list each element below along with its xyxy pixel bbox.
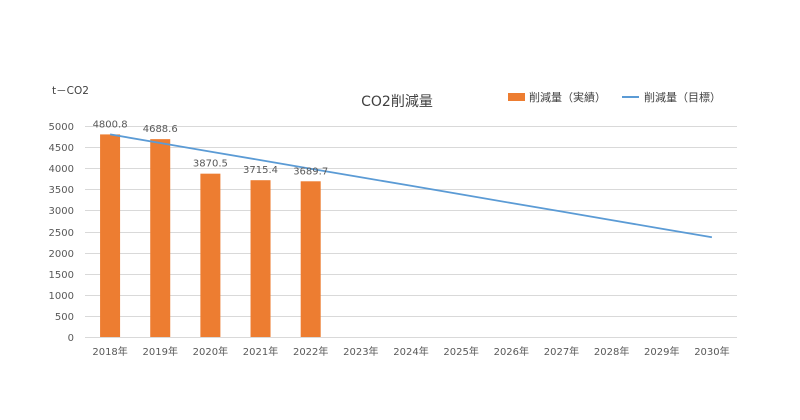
- data-label: 4800.8: [93, 119, 128, 130]
- bar-actual: [100, 134, 121, 337]
- y-tick-label: 3500: [49, 185, 74, 196]
- y-tick-label: 0: [68, 333, 74, 344]
- x-tick-label: 2023年: [343, 345, 378, 358]
- y-tick-label: 500: [55, 312, 74, 323]
- line-target: [109, 133, 713, 239]
- x-tick-label: 2022年: [293, 345, 328, 358]
- data-label: 4688.6: [143, 124, 178, 135]
- y-axis-unit: t－CO2: [52, 85, 89, 97]
- y-axis-ticks: 0 500 1000 1500 2000 2500 3000 3500 4000 4500 5000: [49, 122, 74, 344]
- data-labels: 4800.8 4688.6 3870.5 3715.4 3689.7: [93, 119, 329, 177]
- bar-actual: [200, 173, 221, 337]
- x-tick-label: 2021年: [243, 345, 278, 358]
- y-tick-label: 3000: [49, 206, 74, 217]
- x-tick-label: 2024年: [393, 345, 428, 358]
- x-tick-label: 2026年: [494, 345, 529, 358]
- legend-label-target: 削減量（目標）: [644, 90, 721, 104]
- gridlines: [85, 126, 737, 338]
- line-series-target: [109, 133, 713, 239]
- bar-series-actual: [100, 134, 321, 337]
- data-label: 3689.7: [293, 166, 328, 177]
- x-tick-label: 2025年: [443, 345, 478, 358]
- x-tick-label: 2020年: [193, 345, 228, 358]
- bar-actual: [150, 139, 171, 337]
- y-tick-label: 2000: [49, 249, 74, 260]
- y-tick-label: 1000: [49, 291, 74, 302]
- y-tick-label: 4500: [49, 143, 74, 154]
- chart-title: CO2削減量: [361, 93, 433, 110]
- legend: 削減量（実績） 削減量（目標）: [508, 90, 721, 104]
- x-tick-label: 2028年: [594, 345, 629, 358]
- x-tick-label: 2018年: [92, 345, 127, 358]
- data-label: 3870.5: [193, 159, 228, 170]
- bar-actual: [300, 181, 321, 337]
- y-tick-label: 2500: [49, 228, 74, 239]
- x-tick-label: 2030年: [694, 345, 729, 358]
- x-tick-label: 2019年: [143, 345, 178, 358]
- data-label: 3715.4: [243, 165, 278, 176]
- legend-label-actual: 削減量（実績）: [529, 90, 606, 104]
- y-tick-label: 4000: [49, 164, 74, 175]
- x-axis-ticks: 2018年 2019年 2020年 2021年 2022年 2023年 2024年 2025年…: [92, 345, 729, 358]
- x-tick-label: 2029年: [644, 345, 679, 358]
- y-tick-label: 5000: [49, 122, 74, 133]
- bar-actual: [250, 180, 271, 337]
- legend-swatch-actual: [508, 93, 525, 101]
- y-tick-label: 1500: [49, 270, 74, 281]
- x-tick-label: 2027年: [544, 345, 579, 358]
